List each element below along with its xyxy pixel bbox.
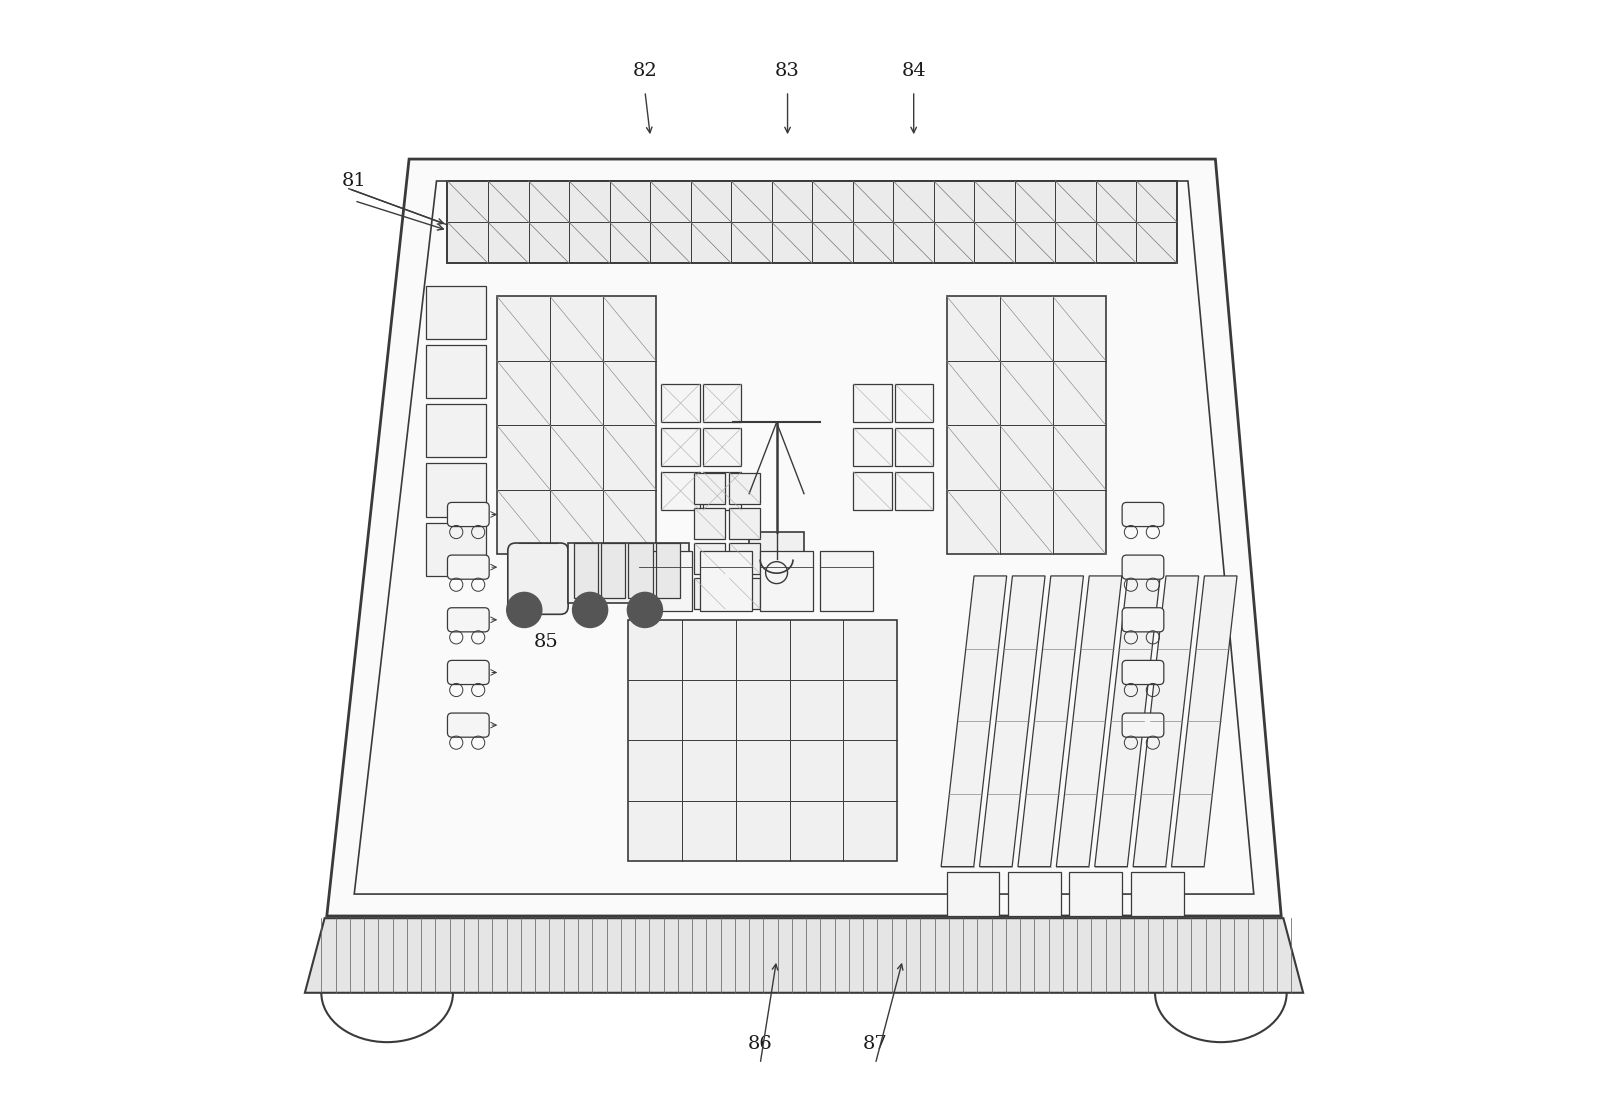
Bar: [426, 285, 485, 339]
FancyBboxPatch shape: [1122, 713, 1163, 737]
Bar: [660, 472, 699, 510]
Bar: [447, 181, 1176, 263]
Circle shape: [572, 592, 607, 627]
Text: 87: 87: [863, 1036, 887, 1053]
Bar: [730, 578, 760, 609]
FancyBboxPatch shape: [1122, 608, 1163, 632]
FancyBboxPatch shape: [447, 713, 489, 737]
Bar: [640, 551, 691, 611]
Bar: [702, 428, 741, 466]
Bar: [730, 543, 760, 574]
FancyBboxPatch shape: [447, 608, 489, 632]
FancyBboxPatch shape: [1122, 660, 1163, 685]
FancyBboxPatch shape: [1122, 555, 1163, 579]
FancyBboxPatch shape: [447, 555, 489, 579]
Bar: [694, 578, 725, 609]
Polygon shape: [1056, 576, 1122, 867]
Bar: [853, 472, 892, 510]
Bar: [426, 463, 485, 517]
Bar: [694, 543, 725, 574]
Bar: [730, 508, 760, 539]
Bar: [497, 296, 656, 554]
Bar: [694, 508, 725, 539]
Text: 82: 82: [632, 63, 657, 80]
Text: 85: 85: [534, 633, 558, 651]
Bar: [656, 543, 680, 598]
Bar: [895, 472, 934, 510]
Bar: [702, 472, 741, 510]
Bar: [699, 551, 752, 611]
Bar: [853, 428, 892, 466]
Polygon shape: [305, 918, 1302, 993]
Text: 83: 83: [775, 63, 800, 80]
Polygon shape: [1133, 576, 1197, 867]
Bar: [628, 543, 652, 598]
Bar: [1069, 872, 1122, 916]
Bar: [426, 344, 485, 398]
Circle shape: [506, 592, 542, 627]
FancyBboxPatch shape: [447, 660, 489, 685]
Circle shape: [627, 592, 662, 627]
Polygon shape: [940, 576, 1006, 867]
Bar: [895, 428, 934, 466]
FancyBboxPatch shape: [1122, 502, 1163, 527]
Polygon shape: [1172, 576, 1236, 867]
Bar: [895, 384, 934, 422]
Bar: [567, 543, 688, 603]
Bar: [730, 473, 760, 504]
Bar: [1008, 872, 1061, 916]
Bar: [760, 551, 812, 611]
Polygon shape: [326, 159, 1281, 916]
Bar: [660, 428, 699, 466]
Bar: [660, 384, 699, 422]
Bar: [628, 620, 897, 861]
Bar: [947, 872, 998, 916]
FancyBboxPatch shape: [447, 502, 489, 527]
Bar: [601, 543, 625, 598]
Text: 84: 84: [902, 63, 926, 80]
Polygon shape: [1017, 576, 1083, 867]
Bar: [702, 384, 741, 422]
Polygon shape: [979, 576, 1045, 867]
Bar: [820, 551, 873, 611]
Bar: [426, 522, 485, 576]
Bar: [853, 384, 892, 422]
Bar: [694, 473, 725, 504]
Bar: [574, 543, 598, 598]
Text: 86: 86: [747, 1036, 771, 1053]
Bar: [749, 532, 804, 592]
Bar: [947, 296, 1106, 554]
Text: 81: 81: [342, 172, 366, 190]
Bar: [426, 404, 485, 457]
Polygon shape: [1094, 576, 1160, 867]
FancyBboxPatch shape: [508, 543, 567, 614]
Bar: [1130, 872, 1183, 916]
